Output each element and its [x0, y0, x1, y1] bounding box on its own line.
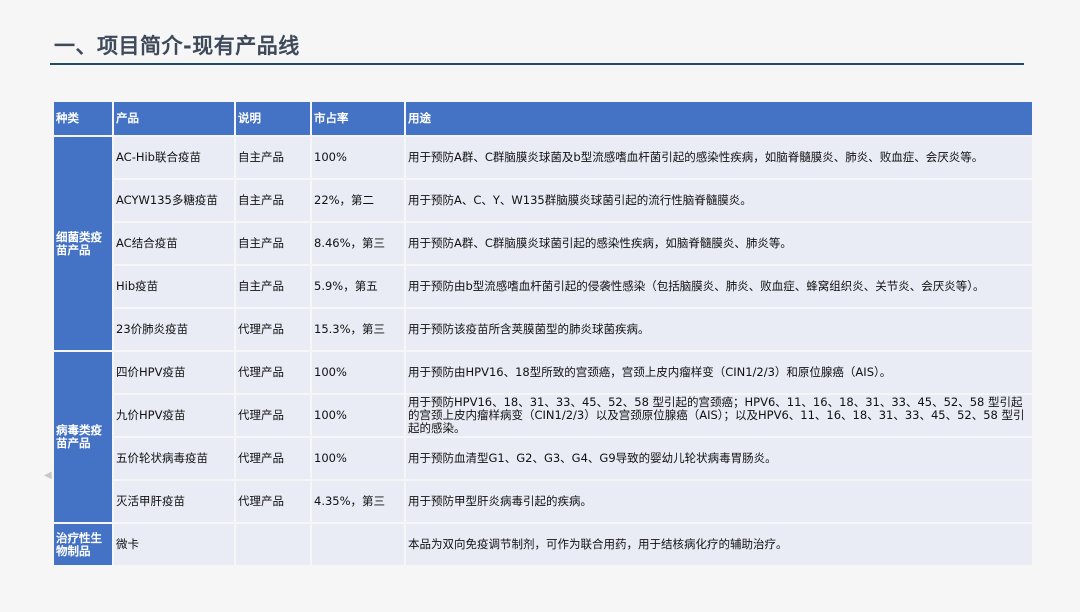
desc-cell [234, 522, 312, 567]
share-cell: 22%，第二 [310, 178, 406, 223]
table-row: 细菌类疫苗产品 AC-Hib联合疫苗 自主产品 100% 用于预防A群、C群脑膜炎球菌及… [52, 135, 1034, 352]
desc-cell: 自主产品 [234, 221, 312, 266]
desc-cell: 代理产品 [234, 393, 312, 438]
share-cell: 4.35%，第三 [310, 479, 406, 524]
category-cell: 病毒类疫苗产品 [52, 350, 114, 524]
table-row: ACYW135多糖疫苗 自主产品 22%，第二 用于预防A、C、Y、W135群脑膜炎球… [53, 178, 1034, 223]
use-cell: 用于预防甲型肝炎病毒引起的疾病。 [404, 479, 1034, 524]
desc-cell: 代理产品 [234, 436, 312, 481]
desc-cell: 自主产品 [234, 264, 312, 309]
use-cell: 用于预防A群、C群脑膜炎球菌及b型流感嗜血杆菌引起的感染性疾病，如脑脊髓膜炎、肺… [404, 135, 1034, 180]
table-row: 治疗性生物制品 微卡 本品为双向免疫调节制剂，可作为联合用药，用于结核病化疗的辅助治… [52, 522, 1034, 567]
share-cell: 5.9%，第五 [310, 264, 406, 309]
use-cell: 用于预防A、C、Y、W135群脑膜炎球菌引起的流行性脑脊髓膜炎。 [404, 178, 1034, 223]
product-cell: 灭活甲肝疫苗 [112, 479, 236, 524]
column-header: 用途 [404, 100, 1034, 137]
product-cell: AC结合疫苗 [112, 221, 236, 266]
product-cell: 微卡 [112, 522, 236, 567]
column-header: 种类 [52, 100, 114, 137]
category-cell: 细菌类疫苗产品 [52, 135, 114, 352]
table-row: AC结合疫苗 自主产品 8.46%，第三 用于预防A群、C群脑膜炎球菌引起的感染性疾病… [53, 221, 1034, 266]
desc-cell: 代理产品 [234, 307, 312, 352]
category-cell: 治疗性生物制品 [52, 522, 114, 567]
page-title: 一、项目简介-现有产品线 [54, 34, 300, 58]
product-cell: Hib疫苗 [112, 264, 236, 309]
share-cell: 100% [310, 135, 406, 180]
table-row: 23价肺炎疫苗 代理产品 15.3%，第三 用于预防该疫苗所含荚膜菌型的肺炎球菌疾病。 [53, 307, 1034, 352]
table-row: 五价轮状病毒疫苗 代理产品 100% 用于预防血清型G1、G2、G3、G4、G9导致的… [53, 436, 1034, 481]
use-cell: 用于预防由b型流感嗜血杆菌引起的侵袭性感染（包括脑膜炎、肺炎、败血症、蜂窝组织炎… [404, 264, 1034, 309]
share-cell: 15.3%，第三 [310, 307, 406, 352]
left-arrow-icon[interactable]: ◀ [44, 470, 52, 481]
use-cell: 用于预防A群、C群脑膜炎球菌引起的感染性疾病，如脑脊髓膜炎、肺炎等。 [404, 221, 1034, 266]
desc-cell: 自主产品 [234, 135, 312, 180]
table-row: 九价HPV疫苗 代理产品 100% 用于预防HPV16、18、31、33、45、52、… [53, 393, 1034, 438]
table-row: 病毒类疫苗产品 四价HPV疫苗 代理产品 100% 用于预防由HPV16、18型所致的宫… [52, 350, 1034, 524]
product-table: 种类 产品 说明 市占率 用途 细菌类疫苗产品 AC-Hib联合疫苗 自主产品 100% 用于预… [52, 100, 1034, 567]
use-cell: 用于预防由HPV16、18型所致的宫颈癌，宫颈上皮内瘤样变（CIN1/2/3）和… [404, 350, 1034, 395]
desc-cell: 自主产品 [234, 178, 312, 223]
product-cell: AC-Hib联合疫苗 [112, 135, 236, 180]
share-cell: 100% [310, 350, 406, 395]
table-row: 灭活甲肝疫苗 代理产品 4.35%，第三 用于预防甲型肝炎病毒引起的疾病。 [53, 479, 1034, 524]
column-header: 产品 [112, 100, 236, 137]
use-cell: 本品为双向免疫调节制剂，可作为联合用药，用于结核病化疗的辅助治疗。 [404, 522, 1034, 567]
share-cell: 8.46%，第三 [310, 221, 406, 266]
desc-cell: 代理产品 [234, 350, 312, 395]
product-cell: 23价肺炎疫苗 [112, 307, 236, 352]
use-cell: 用于预防该疫苗所含荚膜菌型的肺炎球菌疾病。 [404, 307, 1034, 352]
product-cell: 五价轮状病毒疫苗 [112, 436, 236, 481]
table-row: Hib疫苗 自主产品 5.9%，第五 用于预防由b型流感嗜血杆菌引起的侵袭性感染（包括… [53, 264, 1034, 309]
title-divider [50, 63, 1024, 65]
share-cell: 100% [310, 393, 406, 438]
desc-cell: 代理产品 [234, 479, 312, 524]
use-cell: 用于预防血清型G1、G2、G3、G4、G9导致的婴幼儿轮状病毒胃肠炎。 [404, 436, 1034, 481]
use-cell: 用于预防HPV16、18、31、33、45、52、58 型引起的宫颈癌；HPV6… [404, 393, 1034, 438]
share-cell: 100% [310, 436, 406, 481]
product-cell: 四价HPV疫苗 [112, 350, 236, 395]
column-header: 说明 [234, 100, 312, 137]
product-cell: ACYW135多糖疫苗 [112, 178, 236, 223]
product-cell: 九价HPV疫苗 [112, 393, 236, 438]
column-header: 市占率 [310, 100, 406, 137]
table-header-row: 种类 产品 说明 市占率 用途 [52, 100, 1034, 137]
share-cell [310, 522, 406, 567]
